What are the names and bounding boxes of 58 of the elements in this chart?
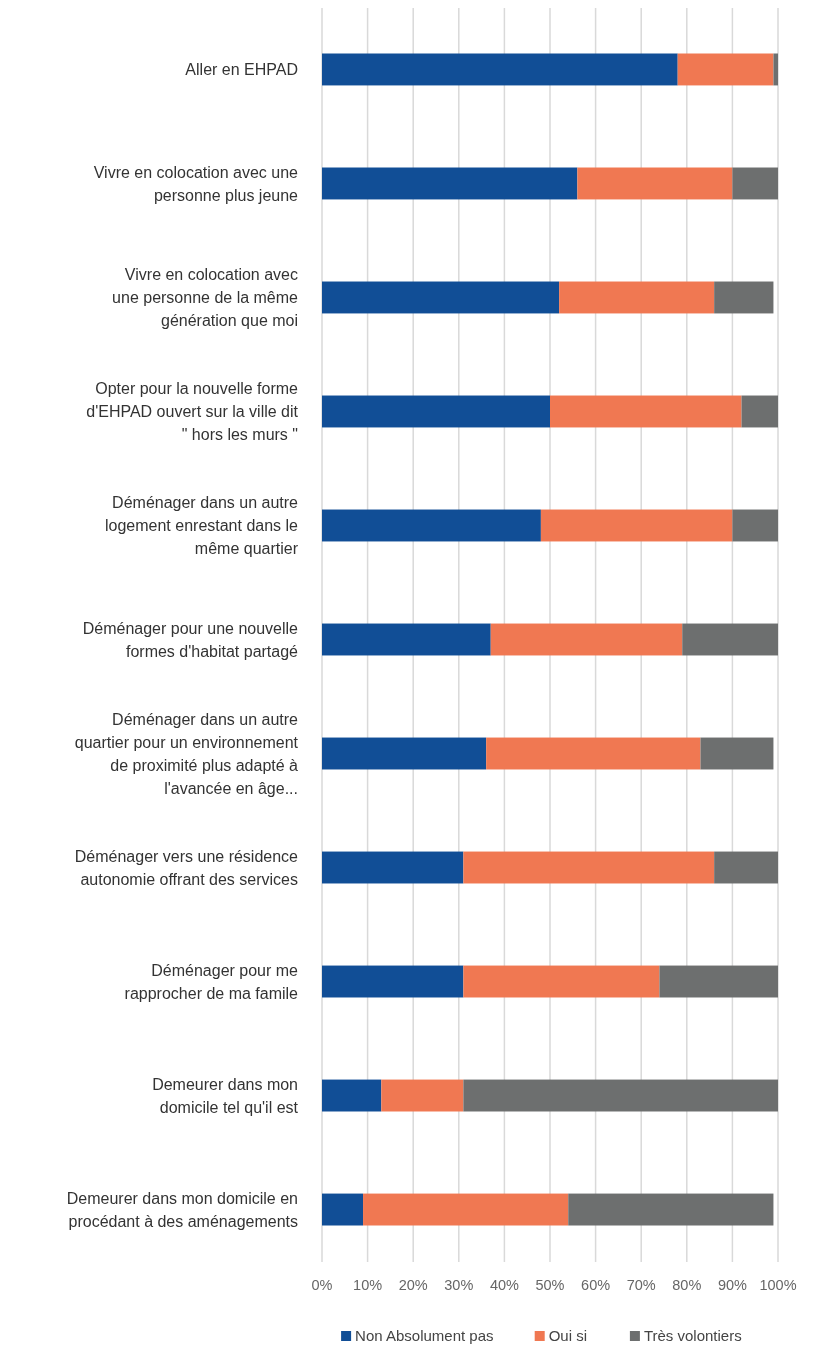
x-tick-label: 30%: [444, 1277, 474, 1293]
bar: [550, 395, 742, 428]
bar: [714, 281, 774, 314]
bar: [322, 737, 487, 770]
bar: [322, 1079, 382, 1112]
bar: [322, 53, 678, 86]
bar: [322, 395, 550, 428]
x-tick-label: 90%: [717, 1277, 748, 1293]
bar: [322, 281, 560, 314]
legend-label: Très volontiers: [643, 1327, 742, 1344]
bar: [322, 1193, 364, 1226]
bar: [577, 167, 733, 200]
bar: [322, 509, 541, 542]
x-tick-label: 20%: [398, 1277, 428, 1293]
y-tick-label: Déménager pour une nouvelle formes d'habitat partagé: [82, 619, 299, 660]
bar: [463, 1079, 778, 1112]
x-tick-label: 0%: [311, 1277, 333, 1293]
bar: [322, 965, 464, 998]
bar: [322, 167, 578, 200]
bar: [322, 851, 464, 884]
bar: [363, 1193, 569, 1226]
y-tick-label: Vivre en colocation avec une personne plus jeune: [93, 163, 299, 204]
x-tick-label: 50%: [535, 1277, 565, 1293]
y-tick-label: Opter pour la nouvelle forme d'EHPAD ouvert sur la ville dit " hors les murs ": [86, 379, 299, 443]
y-tick-label: Demeurer dans mon domicile en procédant à des aménagements: [66, 1189, 298, 1230]
y-tick-label: Déménager pour me rapprocher de ma famile: [124, 961, 299, 1002]
y-tick-label: Déménager dans un autre logement enrestant dans le même quartier: [104, 493, 299, 557]
bar: [732, 167, 778, 200]
x-tick-label: 10%: [353, 1277, 383, 1293]
bar: [486, 737, 701, 770]
legend-label: Non Absolument pas: [355, 1327, 494, 1344]
bar: [490, 623, 683, 656]
bar: [682, 623, 778, 656]
bar: [463, 965, 660, 998]
bar: [700, 737, 774, 770]
x-tick-label: 70%: [626, 1277, 656, 1293]
x-tick-label: 80%: [672, 1277, 702, 1293]
x-tick-label: 60%: [581, 1277, 611, 1293]
x-tick-label: 100%: [759, 1277, 797, 1293]
bar: [381, 1079, 464, 1112]
y-tick-label: Demeurer dans mon domicile tel qu'il est: [152, 1075, 299, 1116]
bar: [677, 53, 774, 86]
bar: [559, 281, 715, 314]
bar: [659, 965, 778, 998]
bar: [322, 623, 491, 656]
legend-label: Oui si: [548, 1327, 588, 1344]
bar: [714, 851, 778, 884]
bar: [741, 395, 778, 428]
bar: [773, 53, 778, 86]
y-tick-label: Aller en EHPAD: [185, 60, 298, 78]
bar: [540, 509, 733, 542]
bar: [732, 509, 778, 542]
y-tick-label: Déménager vers une résidence autonomie offrant des services: [74, 847, 299, 888]
x-tick-label: 40%: [489, 1277, 520, 1293]
y-tick-label: Vivre en colocation avec une personne de la même génération que moi: [112, 265, 299, 329]
bar: [568, 1193, 774, 1226]
y-tick-label: Déménager dans un autre quartier pour un environnement de proximité plus adapté à l'avancée en âge...: [74, 710, 299, 797]
bar: [463, 851, 715, 884]
